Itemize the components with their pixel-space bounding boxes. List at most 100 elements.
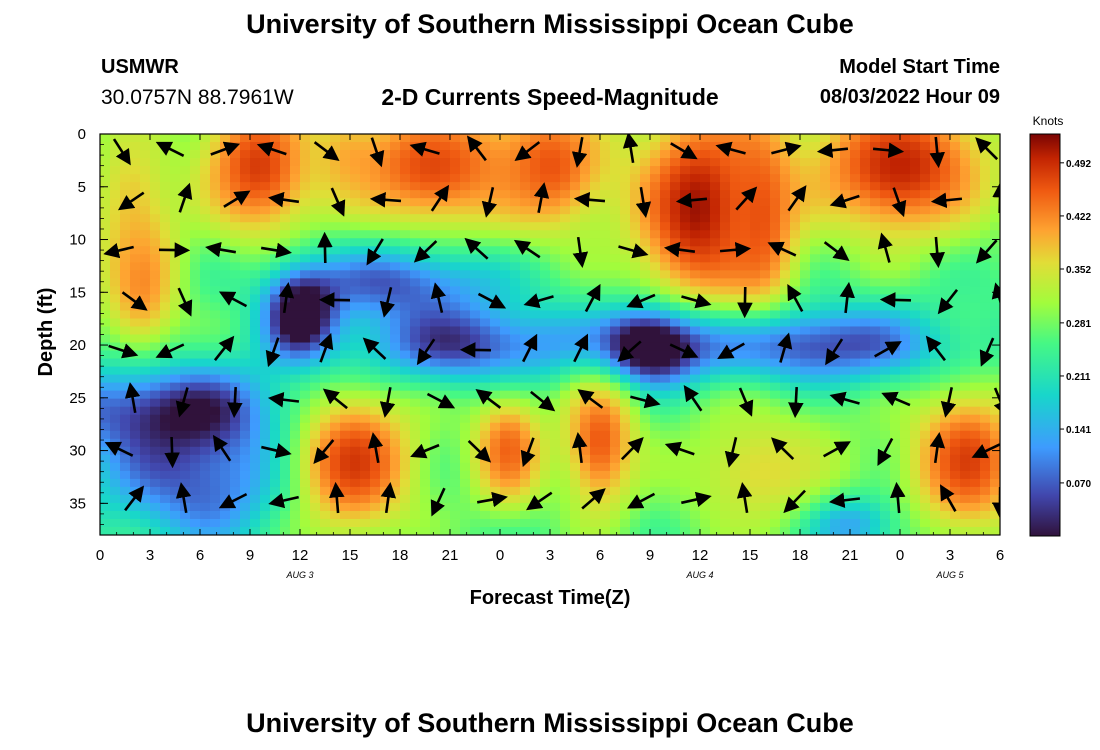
heatmap-cell [570, 366, 581, 376]
heatmap-cell [990, 438, 1000, 448]
heatmap-cell [300, 406, 311, 416]
heatmap-cell [970, 430, 981, 440]
heatmap-cell [780, 414, 791, 424]
heatmap-cell [920, 494, 931, 504]
heatmap-cell [780, 158, 791, 167]
heatmap-cell [990, 334, 1000, 344]
heatmap-cell [890, 350, 901, 360]
heatmap-cell [680, 358, 691, 368]
heatmap-cell [290, 222, 301, 231]
heatmap-cell [200, 454, 211, 464]
heatmap-cell [400, 214, 411, 223]
heatmap-cell [160, 518, 171, 528]
heatmap-cell [750, 382, 761, 392]
heatmap-cell [990, 174, 1000, 183]
heatmap-cell [770, 158, 781, 167]
heatmap-cell [700, 198, 711, 207]
heatmap-cell [190, 478, 201, 488]
heatmap-cell [770, 198, 781, 207]
heatmap-cell [710, 358, 721, 368]
heatmap-cell [420, 342, 431, 352]
heatmap-cell [920, 158, 931, 167]
heatmap-cell [990, 494, 1000, 504]
heatmap-cell [870, 318, 881, 328]
heatmap-cell [440, 310, 451, 320]
heatmap-cell [310, 302, 321, 312]
heatmap-cell [720, 206, 731, 215]
heatmap-cell [580, 438, 591, 448]
heatmap-cell [120, 486, 131, 496]
heatmap-cell [440, 462, 451, 472]
heatmap-cell [270, 254, 281, 263]
heatmap-cell [840, 470, 851, 480]
heatmap-cell [530, 446, 541, 456]
heatmap-cell [740, 254, 751, 263]
heatmap-cell [490, 518, 501, 528]
heatmap-cell [920, 238, 931, 247]
heatmap-cell [310, 526, 321, 535]
heatmap-cell [440, 366, 451, 376]
heatmap-cell [930, 366, 941, 376]
heatmap-cell [700, 374, 711, 384]
heatmap-cell [570, 462, 581, 472]
heatmap-cell [480, 342, 491, 352]
heatmap-cell [760, 518, 771, 528]
heatmap-cell [840, 358, 851, 368]
heatmap-cell [780, 494, 791, 504]
heatmap-cell [830, 374, 841, 384]
heatmap-cell [610, 518, 621, 528]
heatmap-cell [190, 278, 201, 287]
heatmap-cell [760, 318, 771, 328]
heatmap-cell [300, 398, 311, 408]
heatmap-cell [260, 318, 271, 328]
heatmap-cell [860, 174, 871, 183]
heatmap-cell [870, 374, 881, 384]
heatmap-cell [870, 270, 881, 279]
heatmap-cell [800, 462, 811, 472]
heatmap-cell [960, 294, 971, 304]
heatmap-cell [910, 302, 921, 312]
heatmap-cell [410, 286, 421, 295]
heatmap-cell [380, 518, 391, 528]
heatmap-cell [730, 462, 741, 472]
heatmap-cell [660, 526, 671, 535]
heatmap-cell [830, 462, 841, 472]
heatmap-cell [390, 366, 401, 376]
heatmap-cell [710, 502, 721, 512]
heatmap-cell [950, 462, 961, 472]
heatmap-cell [850, 286, 861, 295]
heatmap-cell [510, 526, 521, 535]
heatmap-cell [700, 142, 711, 151]
heatmap-cell [410, 182, 421, 191]
heatmap-cell [340, 222, 351, 231]
heatmap-cell [130, 454, 141, 464]
heatmap-cell [310, 478, 321, 488]
heatmap-cell [590, 190, 601, 199]
heatmap-cell [800, 238, 811, 247]
heatmap-cell [280, 310, 291, 320]
heatmap-cell [750, 294, 761, 304]
heatmap-cell [900, 198, 911, 207]
heatmap-cell [800, 510, 811, 520]
heatmap-cell [280, 486, 291, 496]
heatmap-cell [600, 478, 611, 488]
heatmap-cell [410, 270, 421, 279]
x-tick-label: 0 [896, 547, 904, 564]
heatmap-cell [350, 366, 361, 376]
heatmap-cell [210, 470, 221, 480]
heatmap-cell [950, 270, 961, 279]
heatmap-cell [490, 502, 501, 512]
heatmap-cell [550, 422, 561, 432]
heatmap-cell [200, 382, 211, 392]
heatmap-cell [720, 398, 731, 408]
heatmap-cell [340, 502, 351, 512]
heatmap-cell [880, 430, 891, 440]
heatmap-cell [480, 214, 491, 223]
heatmap-cell [170, 262, 181, 271]
heatmap-cell [640, 366, 651, 376]
heatmap-cell [520, 286, 531, 295]
heatmap-cell [100, 350, 111, 360]
heatmap-cell [730, 286, 741, 295]
heatmap-cell [150, 446, 161, 456]
current-vector-arrow [683, 384, 703, 412]
